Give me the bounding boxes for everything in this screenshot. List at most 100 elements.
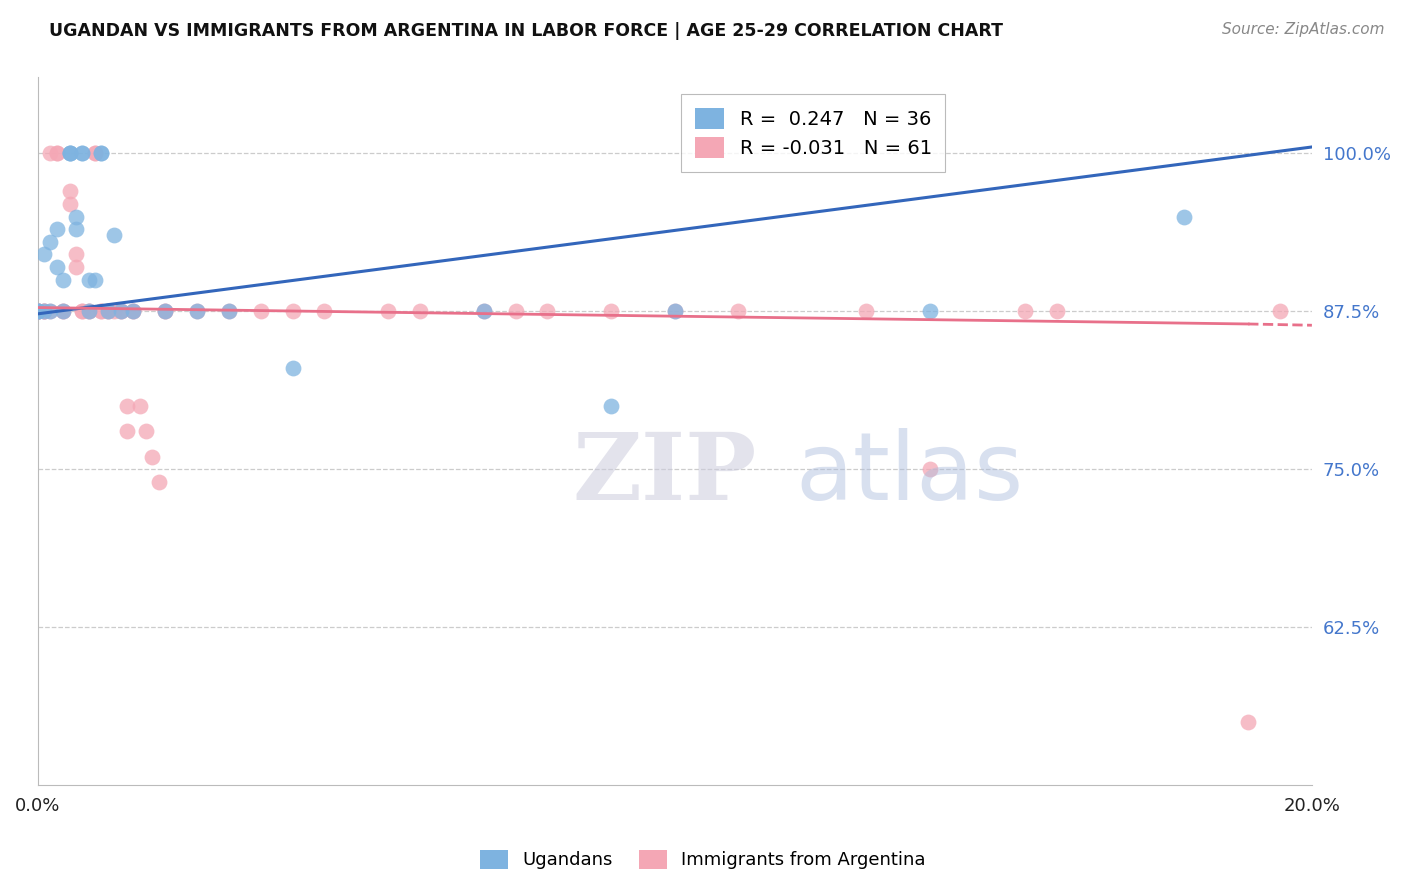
Point — [97, 304, 120, 318]
Point — [39, 304, 62, 318]
Point — [58, 184, 80, 198]
Point — [218, 304, 240, 318]
Legend: Ugandans, Immigrants from Argentina: Ugandans, Immigrants from Argentina — [471, 841, 935, 879]
Point — [77, 304, 100, 318]
Point — [27, 304, 49, 318]
Point — [32, 247, 55, 261]
Point — [186, 304, 208, 318]
Point — [122, 304, 145, 318]
Point — [32, 304, 55, 318]
Text: UGANDAN VS IMMIGRANTS FROM ARGENTINA IN LABOR FORCE | AGE 25-29 CORRELATION CHAR: UGANDAN VS IMMIGRANTS FROM ARGENTINA IN … — [49, 22, 1004, 40]
Point — [27, 304, 49, 318]
Point — [664, 304, 686, 318]
Point — [45, 146, 67, 161]
Point — [65, 222, 87, 236]
Point — [84, 273, 107, 287]
Point — [72, 304, 94, 318]
Point — [52, 273, 75, 287]
Point — [45, 222, 67, 236]
Point — [1237, 715, 1260, 730]
Point — [27, 304, 49, 318]
Point — [65, 210, 87, 224]
Point — [472, 304, 495, 318]
Point — [77, 273, 100, 287]
Point — [58, 197, 80, 211]
Point — [153, 304, 176, 318]
Point — [122, 304, 145, 318]
Point — [45, 146, 67, 161]
Point — [84, 146, 107, 161]
Point — [218, 304, 240, 318]
Point — [122, 304, 145, 318]
Text: Source: ZipAtlas.com: Source: ZipAtlas.com — [1222, 22, 1385, 37]
Point — [90, 304, 112, 318]
Point — [72, 146, 94, 161]
Legend: R =  0.247   N = 36, R = -0.031   N = 61: R = 0.247 N = 36, R = -0.031 N = 61 — [682, 95, 945, 171]
Point — [505, 304, 527, 318]
Point — [45, 260, 67, 274]
Point — [72, 146, 94, 161]
Point — [58, 146, 80, 161]
Point — [39, 146, 62, 161]
Point — [135, 425, 157, 439]
Point — [110, 304, 132, 318]
Point — [148, 475, 170, 489]
Point — [90, 304, 112, 318]
Point — [32, 304, 55, 318]
Point — [103, 304, 125, 318]
Point — [153, 304, 176, 318]
Point — [536, 304, 558, 318]
Point — [32, 304, 55, 318]
Point — [77, 304, 100, 318]
Point — [281, 304, 304, 318]
Point — [1268, 304, 1291, 318]
Point — [52, 304, 75, 318]
Point — [1046, 304, 1069, 318]
Point — [918, 304, 941, 318]
Point — [65, 260, 87, 274]
Point — [1173, 210, 1195, 224]
Point — [84, 146, 107, 161]
Point — [97, 304, 120, 318]
Point — [77, 304, 100, 318]
Point — [27, 304, 49, 318]
Point — [110, 304, 132, 318]
Point — [314, 304, 336, 318]
Point — [186, 304, 208, 318]
Point — [110, 304, 132, 318]
Point — [103, 228, 125, 243]
Point — [141, 450, 163, 464]
Point — [918, 462, 941, 476]
Point — [600, 399, 623, 413]
Point — [115, 425, 138, 439]
Point — [409, 304, 432, 318]
Point — [600, 304, 623, 318]
Point — [115, 399, 138, 413]
Point — [52, 304, 75, 318]
Text: atlas: atlas — [796, 428, 1024, 520]
Point — [72, 304, 94, 318]
Point — [1014, 304, 1036, 318]
Point — [27, 304, 49, 318]
Point — [472, 304, 495, 318]
Text: ZIP: ZIP — [572, 429, 756, 519]
Point — [664, 304, 686, 318]
Point — [39, 304, 62, 318]
Point — [27, 304, 49, 318]
Point — [128, 399, 150, 413]
Point — [58, 146, 80, 161]
Point — [377, 304, 399, 318]
Point — [27, 304, 49, 318]
Point — [153, 304, 176, 318]
Point — [39, 235, 62, 249]
Point — [90, 146, 112, 161]
Point — [727, 304, 749, 318]
Point — [281, 361, 304, 376]
Point — [27, 304, 49, 318]
Point — [90, 146, 112, 161]
Point — [58, 146, 80, 161]
Point — [52, 304, 75, 318]
Point — [65, 247, 87, 261]
Point — [27, 304, 49, 318]
Point — [32, 304, 55, 318]
